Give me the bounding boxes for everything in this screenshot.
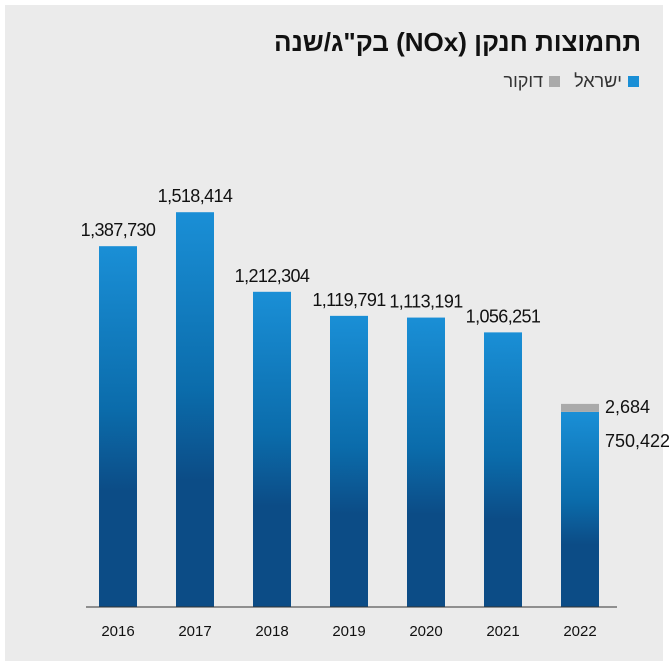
x-tick-2019: 2019 [332, 623, 365, 640]
bar-2016-israel [99, 246, 137, 608]
bar-2022-dokor [561, 403, 599, 412]
data-label-2016-israel: 1,387,730 [81, 220, 156, 240]
chart-title: תחמוצות חנקן (NOx) בק"ג/שנה [274, 27, 641, 57]
data-label-2020-israel: 1,113,191 [389, 292, 463, 312]
x-tick-2018: 2018 [255, 623, 288, 640]
x-tick-2016: 2016 [101, 623, 134, 640]
legend-label-israel: ישראל [574, 71, 622, 91]
x-tick-2020: 2020 [409, 623, 442, 640]
legend-item-israel: ישראל [574, 71, 639, 92]
data-label-2022-dokor: 2,684 [605, 397, 650, 417]
bar-2019-israel [330, 315, 368, 607]
data-label-2022-israel: 750,422 [605, 431, 669, 451]
data-label-2018-israel: 1,212,304 [235, 266, 310, 286]
data-label-2019-israel: 1,119,791 [312, 290, 386, 310]
data-label-2017-israel: 1,518,414 [158, 186, 233, 206]
x-tick-2021: 2021 [486, 623, 519, 640]
bar-2018-israel [253, 291, 291, 607]
legend-swatch-israel [628, 76, 639, 87]
x-tick-2022: 2022 [563, 623, 596, 640]
bar-2021-israel [484, 332, 522, 607]
bar-2017-israel [176, 212, 214, 608]
data-label-2021-israel: 1,056,251 [466, 306, 541, 326]
x-tick-2017: 2017 [178, 623, 211, 640]
legend-item-dokor: דוקור [504, 71, 561, 92]
bar-2022-israel [561, 411, 599, 607]
legend-label-dokor: דוקור [503, 71, 544, 91]
legend-swatch-dokor [549, 76, 561, 87]
chart-legend: ישראל דוקור [504, 71, 639, 92]
bar-2020-israel [407, 317, 445, 607]
